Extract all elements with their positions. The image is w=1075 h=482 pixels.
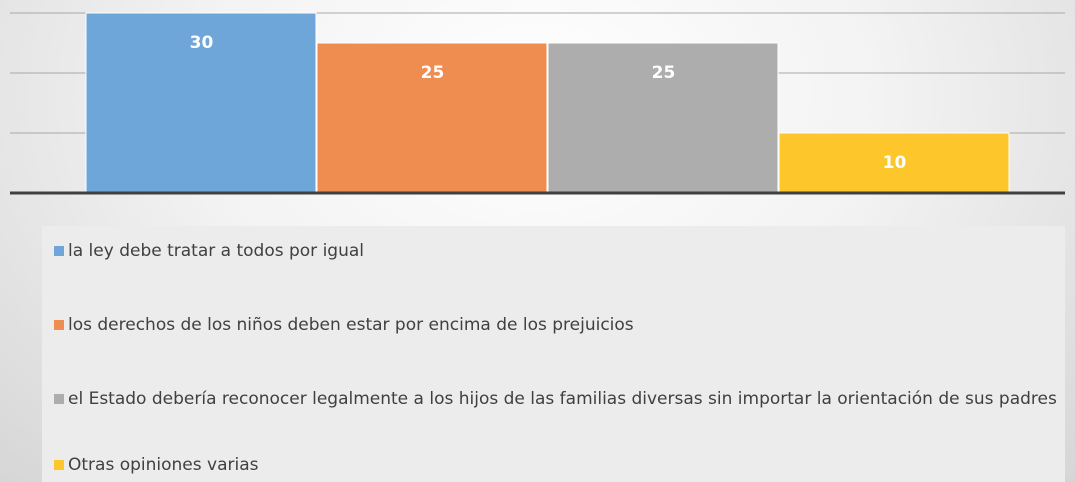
data-label: 25 — [421, 63, 445, 83]
legend-label: el Estado debería reconocer legalmente a… — [68, 389, 1057, 409]
legend-swatch — [54, 246, 64, 256]
chart: 30 25 25 10 — [10, 12, 1065, 195]
bar — [778, 132, 1010, 194]
data-label: 10 — [883, 153, 907, 173]
legend-label: la ley debe tratar a todos por igual — [68, 241, 364, 261]
legend-swatch — [54, 460, 64, 470]
legend-swatch — [54, 320, 64, 330]
legend-item: los derechos de los niños deben estar po… — [54, 312, 1068, 338]
legend-label: Otras opiniones varias — [68, 455, 259, 475]
legend-label: los derechos de los niños deben estar po… — [68, 315, 634, 335]
data-label: 25 — [652, 63, 676, 83]
data-label: 30 — [190, 33, 214, 53]
legend-swatch — [54, 394, 64, 404]
legend-item: la ley debe tratar a todos por igual — [54, 238, 1068, 264]
bar — [85, 12, 317, 194]
bar — [547, 42, 779, 194]
legend-item: el Estado debería reconocer legalmente a… — [54, 386, 1068, 412]
legend: la ley debe tratar a todos por igual los … — [42, 226, 1065, 482]
legend-item: Otras opiniones varias — [54, 452, 1068, 478]
